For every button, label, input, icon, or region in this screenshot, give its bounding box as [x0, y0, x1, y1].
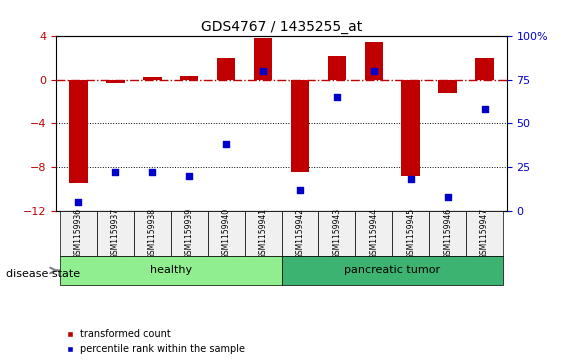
FancyBboxPatch shape: [429, 211, 466, 256]
FancyBboxPatch shape: [60, 211, 97, 256]
FancyBboxPatch shape: [244, 211, 282, 256]
Bar: [69, 80, 88, 183]
FancyBboxPatch shape: [392, 211, 429, 256]
Point: [332, 94, 341, 100]
Bar: [143, 77, 162, 80]
FancyBboxPatch shape: [355, 211, 392, 256]
Point: [369, 68, 378, 74]
Text: disease state: disease state: [6, 269, 80, 279]
Point: [296, 187, 305, 192]
FancyBboxPatch shape: [282, 256, 503, 285]
Text: GSM1159946: GSM1159946: [443, 208, 452, 259]
Point: [258, 68, 267, 74]
Title: GDS4767 / 1435255_at: GDS4767 / 1435255_at: [201, 20, 362, 34]
Text: GSM1159937: GSM1159937: [111, 208, 120, 259]
FancyBboxPatch shape: [60, 256, 282, 285]
Text: GSM1159940: GSM1159940: [222, 208, 231, 259]
Text: GSM1159938: GSM1159938: [148, 208, 157, 259]
Point: [222, 142, 231, 147]
Bar: [328, 56, 346, 80]
Text: healthy: healthy: [150, 265, 192, 276]
Point: [406, 176, 415, 182]
Bar: [217, 58, 235, 80]
FancyBboxPatch shape: [282, 211, 319, 256]
Text: pancreatic tumor: pancreatic tumor: [344, 265, 440, 276]
Point: [74, 199, 83, 205]
Bar: [180, 76, 198, 80]
Text: GSM1159936: GSM1159936: [74, 208, 83, 259]
Point: [185, 173, 194, 179]
FancyBboxPatch shape: [319, 211, 355, 256]
Point: [443, 194, 452, 200]
Text: GSM1159939: GSM1159939: [185, 208, 194, 259]
FancyBboxPatch shape: [171, 211, 208, 256]
Point: [111, 169, 120, 175]
Text: GSM1159944: GSM1159944: [369, 208, 378, 259]
FancyBboxPatch shape: [134, 211, 171, 256]
Bar: [106, 80, 124, 83]
Bar: [291, 80, 309, 172]
Bar: [401, 80, 420, 176]
Point: [480, 107, 489, 113]
FancyBboxPatch shape: [97, 211, 134, 256]
Bar: [254, 38, 272, 80]
Bar: [439, 80, 457, 93]
Point: [148, 169, 157, 175]
FancyBboxPatch shape: [466, 211, 503, 256]
FancyBboxPatch shape: [208, 211, 244, 256]
Bar: [475, 58, 494, 80]
Bar: [365, 42, 383, 80]
Text: GSM1159941: GSM1159941: [258, 208, 267, 259]
Text: GSM1159942: GSM1159942: [296, 208, 305, 259]
Legend: transformed count, percentile rank within the sample: transformed count, percentile rank withi…: [61, 326, 248, 358]
Text: GSM1159947: GSM1159947: [480, 208, 489, 259]
Text: GSM1159943: GSM1159943: [332, 208, 341, 259]
Text: GSM1159945: GSM1159945: [406, 208, 415, 259]
